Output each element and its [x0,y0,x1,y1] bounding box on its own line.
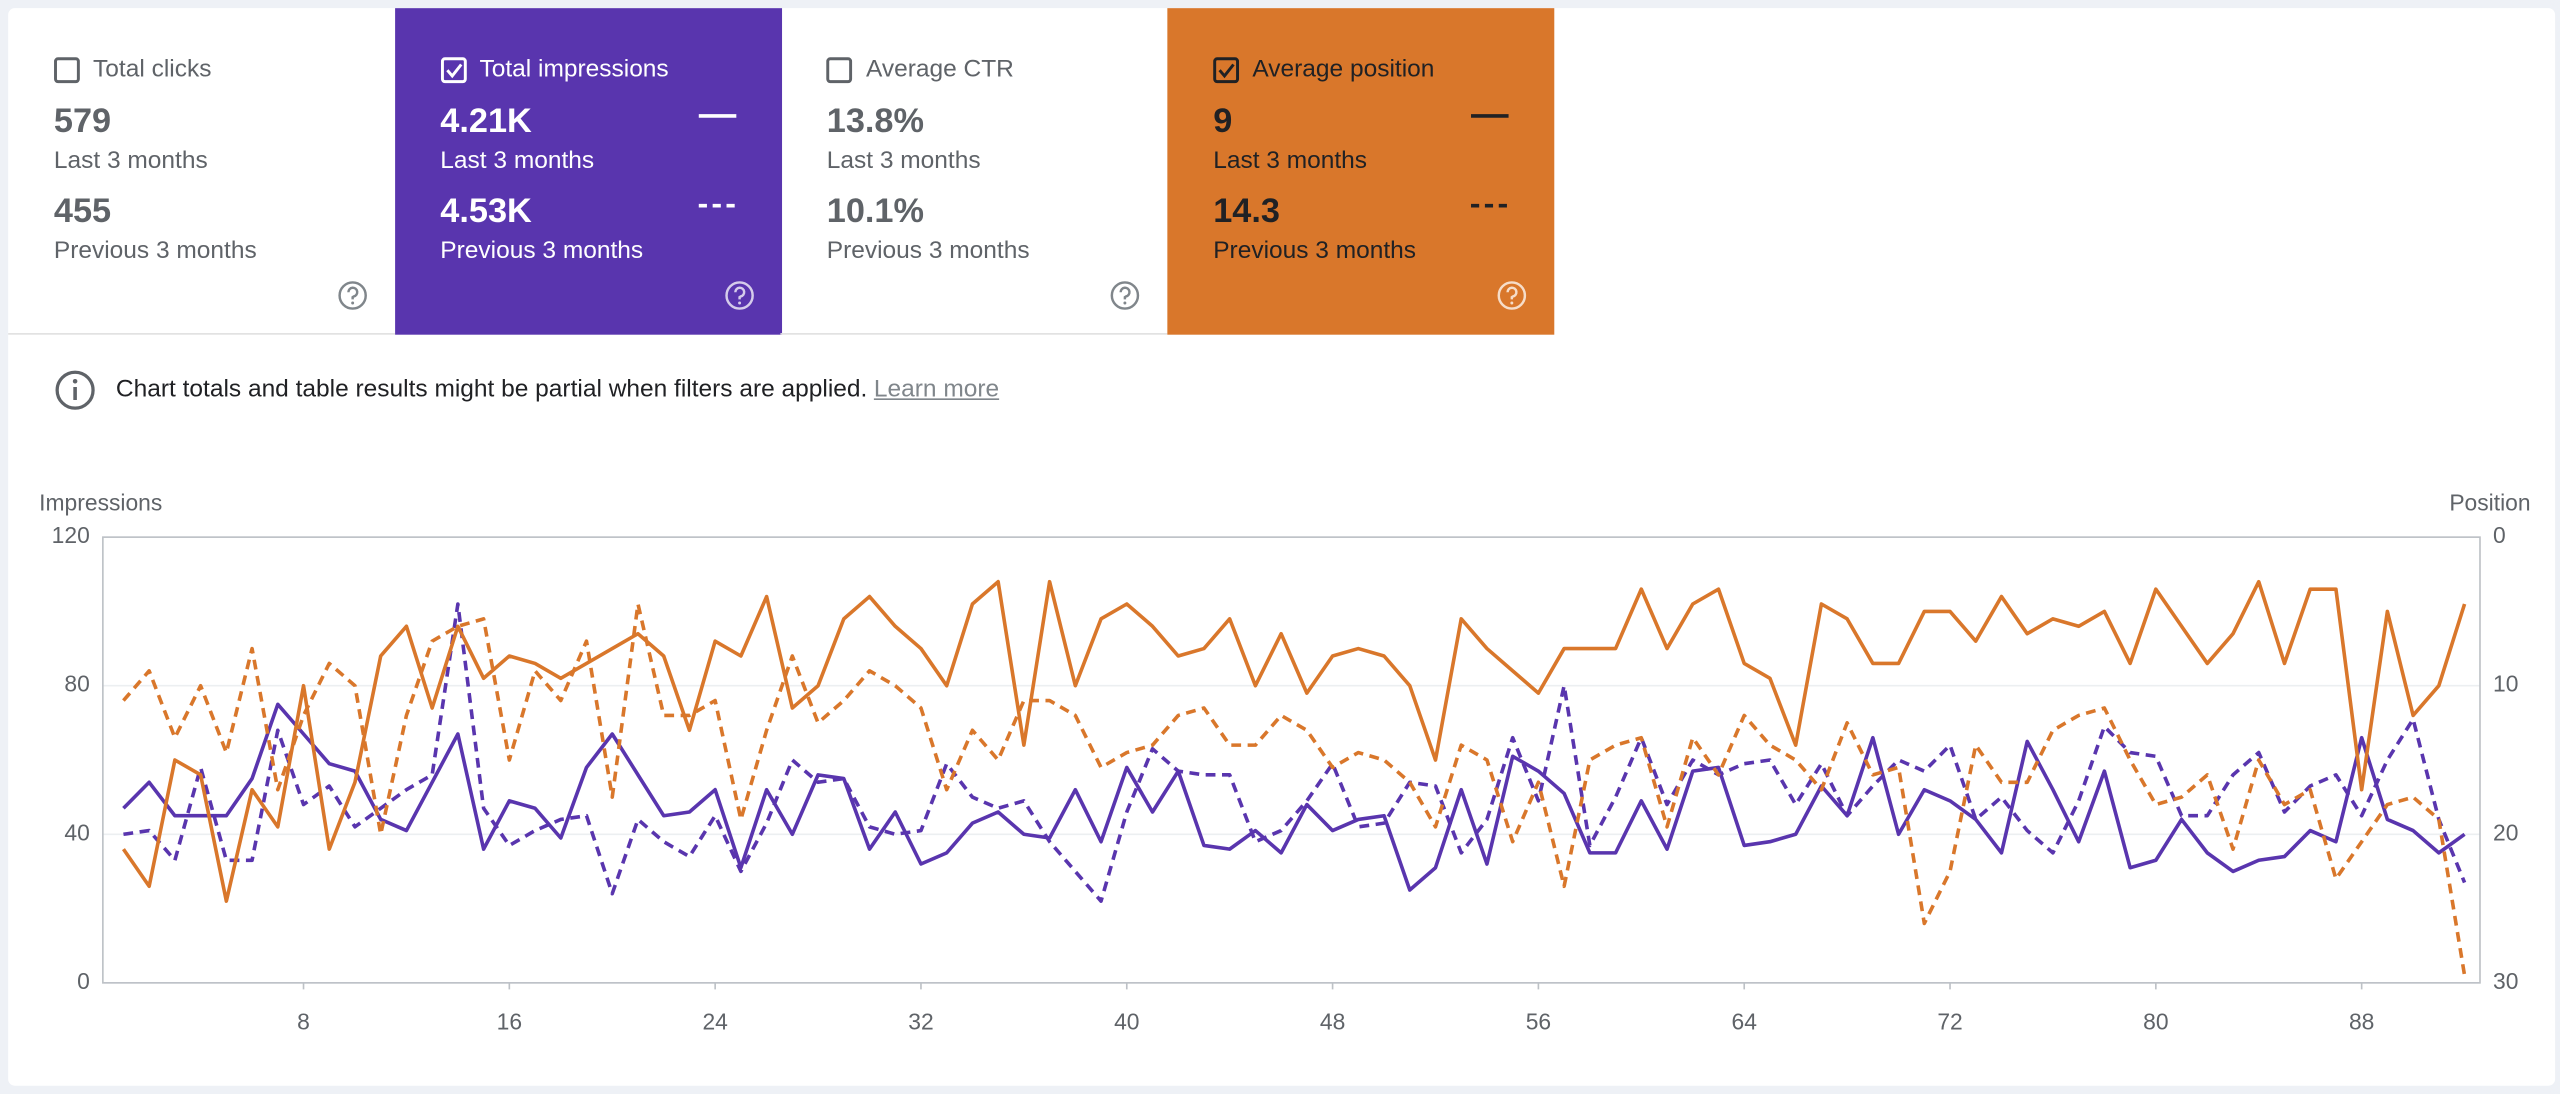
help-dot [351,301,355,305]
metric-card[interactable]: Average position 9 Last 3 months 14.3 Previo… [1167,8,1555,335]
checkmark [1218,63,1235,79]
y-tick-label: 40 [64,819,89,845]
card-value: 9 [1213,102,1233,141]
y-axis-label: Impressions [39,490,162,516]
card-label: Average position [1252,55,1435,84]
dashed-series-line [123,602,2467,903]
checkbox [1213,57,1240,84]
card-previous-value: 455 [53,192,112,231]
help-icon[interactable] [1111,281,1140,310]
help-icon[interactable] [338,281,367,310]
card-previous-value: 4.53K [440,192,532,231]
help-dot [737,301,741,305]
y2-tick-label: 20 [2493,819,2518,845]
dashed-series-line [122,602,2467,976]
card-period: Last 3 months [53,146,208,175]
card-label: Total clicks [93,55,212,84]
card-period: Last 3 months [1213,146,1368,175]
help-circle [1111,281,1140,310]
help-dot [1510,301,1514,305]
performance-panel: Total clicks 579 Last 3 months 455 Previous … [8,8,2556,1086]
checkbox [54,57,80,84]
y2-tick-label: 0 [2493,522,2506,548]
card-decor [440,57,754,310]
help-circle [724,281,754,310]
series-line [122,702,2466,892]
x-tick-label: 40 [1114,1009,1139,1035]
card-label: Total impressions [479,55,669,84]
help-glyph [1506,286,1518,300]
help-circle [338,281,367,310]
card-label: Average CTR [865,55,1014,84]
info-icon [55,370,95,410]
card-previous-value: 14.3 [1213,192,1280,231]
help-icon[interactable] [1497,281,1527,310]
card-decor [1213,57,1527,310]
x-tick-label: 80 [2143,1009,2168,1035]
x-tick-label: 48 [1320,1009,1345,1035]
y2-tick-label: 10 [2493,671,2518,697]
y-tick-label: 120 [52,522,90,548]
checkmark [445,63,462,79]
y2-axis-label: Position [2449,490,2530,516]
card-previous-value: 10.1% [826,192,924,231]
checkbox [440,57,467,84]
metric-card[interactable]: Total impressions 4.21K Last 3 months 4.53K… [394,8,782,335]
card-previous-period: Previous 3 months [440,236,644,265]
help-glyph [347,286,359,300]
help-icon[interactable] [724,281,754,310]
x-tick-label: 88 [2349,1009,2374,1035]
card-previous-period: Previous 3 months [826,236,1030,265]
x-tick-label: 72 [1937,1009,1962,1035]
checkbox [826,57,853,84]
card-decor [54,57,367,310]
x-tick-label: 16 [497,1009,522,1035]
y-tick-label: 0 [77,968,90,994]
y-tick-label: 80 [64,671,89,697]
plot-frame [102,536,2481,984]
card-value: 579 [53,102,112,141]
metric-card[interactable]: Average CTR 13.8% Last 3 months 10.1% Previo… [781,8,1168,335]
card-previous-period: Previous 3 months [1213,236,1417,265]
card-value: 13.8% [826,102,924,141]
x-tick-label: 64 [1732,1009,1758,1035]
y2-tick-label: 30 [2493,968,2518,994]
card-period: Last 3 months [826,146,981,175]
learn-more-link[interactable]: Learn more [873,375,1000,404]
card-period: Last 3 months [440,146,595,175]
card-value: 4.21K [440,102,532,141]
notice-text: Chart totals and table results might be … [115,375,868,404]
help-circle [1497,281,1527,310]
card-previous-period: Previous 3 months [53,236,257,265]
help-glyph [1120,286,1132,300]
x-tick-label: 24 [702,1009,728,1035]
series-line [121,579,2467,903]
x-tick-label: 32 [908,1009,933,1035]
help-dot [1124,301,1128,305]
x-tick-label: 8 [297,1009,310,1035]
x-tick-label: 56 [1526,1009,1551,1035]
notice: Chart totals and table results might be … [116,376,999,404]
card-decor [826,57,1140,310]
help-glyph [733,286,745,300]
metric-card[interactable]: Total clicks 579 Last 3 months 455 Previous … [8,8,396,335]
